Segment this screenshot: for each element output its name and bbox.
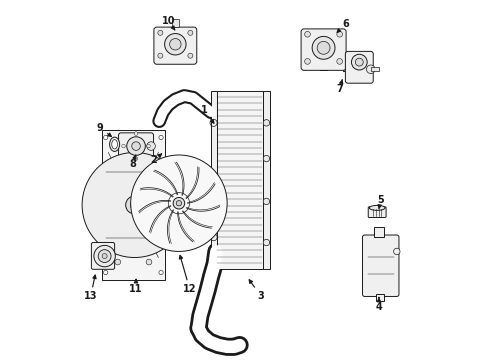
Text: 9: 9 xyxy=(97,123,111,136)
Circle shape xyxy=(103,270,108,275)
FancyBboxPatch shape xyxy=(301,29,346,70)
Circle shape xyxy=(134,157,138,160)
Circle shape xyxy=(317,41,330,54)
Bar xyxy=(217,91,263,269)
Circle shape xyxy=(158,53,163,58)
FancyBboxPatch shape xyxy=(154,27,197,64)
Circle shape xyxy=(131,155,227,251)
Circle shape xyxy=(158,30,163,35)
Bar xyxy=(211,91,217,269)
Circle shape xyxy=(305,59,310,64)
Text: 6: 6 xyxy=(337,18,349,32)
Circle shape xyxy=(126,196,144,214)
Bar xyxy=(374,227,384,237)
Circle shape xyxy=(337,31,343,37)
Circle shape xyxy=(94,246,115,267)
Circle shape xyxy=(103,135,108,140)
Circle shape xyxy=(263,156,270,162)
Bar xyxy=(102,130,165,280)
Circle shape xyxy=(132,142,140,150)
Circle shape xyxy=(146,259,152,265)
Circle shape xyxy=(337,59,343,64)
Circle shape xyxy=(102,253,107,258)
Circle shape xyxy=(159,135,163,140)
Ellipse shape xyxy=(110,137,120,152)
Ellipse shape xyxy=(112,140,118,149)
Circle shape xyxy=(176,201,182,206)
Circle shape xyxy=(147,142,155,150)
Circle shape xyxy=(82,153,187,257)
Circle shape xyxy=(173,197,185,209)
FancyBboxPatch shape xyxy=(119,133,153,163)
Circle shape xyxy=(355,58,363,66)
Circle shape xyxy=(122,144,125,148)
Circle shape xyxy=(115,259,121,265)
Circle shape xyxy=(263,198,270,204)
Circle shape xyxy=(188,53,193,58)
Circle shape xyxy=(159,270,163,275)
Bar xyxy=(172,19,179,27)
Bar xyxy=(376,294,384,301)
FancyBboxPatch shape xyxy=(345,51,373,83)
Circle shape xyxy=(393,248,400,255)
Text: 2: 2 xyxy=(150,154,162,165)
Circle shape xyxy=(130,201,139,209)
Text: 13: 13 xyxy=(84,275,98,301)
Circle shape xyxy=(147,144,150,148)
Circle shape xyxy=(134,132,138,135)
Circle shape xyxy=(367,65,375,73)
FancyBboxPatch shape xyxy=(368,207,386,217)
Circle shape xyxy=(305,31,310,37)
Circle shape xyxy=(351,54,367,70)
FancyBboxPatch shape xyxy=(92,243,115,269)
Bar xyxy=(371,67,379,71)
Text: 11: 11 xyxy=(129,279,143,294)
Text: 5: 5 xyxy=(377,195,384,209)
Text: 12: 12 xyxy=(179,255,196,294)
Circle shape xyxy=(312,36,335,59)
Text: 3: 3 xyxy=(249,280,265,301)
Circle shape xyxy=(165,33,186,55)
Bar xyxy=(263,91,270,269)
Text: 4: 4 xyxy=(375,298,382,312)
Text: 10: 10 xyxy=(161,16,175,30)
Text: 7: 7 xyxy=(336,80,343,94)
FancyBboxPatch shape xyxy=(363,235,399,296)
Circle shape xyxy=(188,30,193,35)
Circle shape xyxy=(170,39,181,50)
Circle shape xyxy=(127,137,146,156)
Circle shape xyxy=(98,249,111,262)
Circle shape xyxy=(263,239,270,246)
Ellipse shape xyxy=(369,205,385,210)
Text: 8: 8 xyxy=(129,155,136,169)
Text: 1: 1 xyxy=(200,105,214,123)
Circle shape xyxy=(263,120,270,126)
